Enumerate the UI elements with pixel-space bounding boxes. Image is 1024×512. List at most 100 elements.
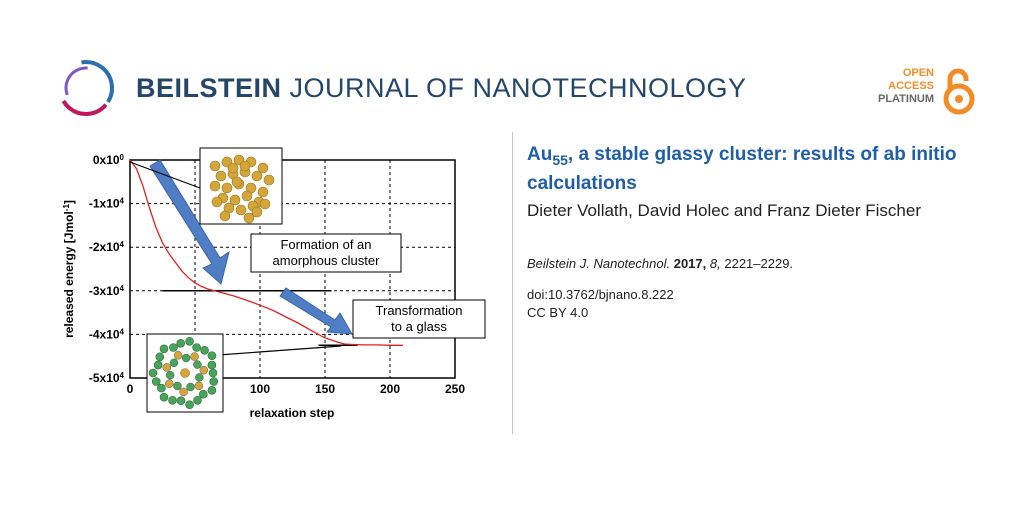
y-tick-label: -5x104 (89, 371, 125, 386)
green-atom (176, 396, 186, 406)
x-tick-label: 250 (445, 382, 465, 396)
green-atom (193, 395, 202, 405)
y-tick-label: -4x104 (89, 327, 125, 342)
journal-title[interactable]: BEILSTEIN JOURNAL OF NANOTECHNOLOGY (136, 73, 747, 104)
y-tick-labels: 0x100 -1x104 -2x104 -3x104 -4x104 -5x104 (89, 153, 125, 386)
oa-open-label: OPEN (902, 67, 934, 79)
inner-atom (199, 365, 209, 375)
y-tick-label: -2x104 (89, 240, 125, 255)
paper-license[interactable]: CC BY 4.0 (527, 305, 589, 320)
gold-atom (227, 162, 239, 174)
svg-text:Formation of an: Formation of an (280, 237, 371, 252)
green-atom (151, 377, 161, 386)
column-divider (512, 132, 513, 434)
journal-title-bold: BEILSTEIN (136, 73, 282, 103)
arrow-to-glass (279, 287, 353, 335)
paper-title-sub: 55 (552, 151, 568, 168)
x-tick-label: 200 (380, 382, 400, 396)
citation-year: 2017, (673, 256, 707, 271)
y-tick-label: -3x104 (89, 283, 125, 298)
inner-atom (173, 351, 183, 360)
green-atom (207, 360, 217, 370)
gold-atom (215, 170, 227, 182)
paper-title-main: Au (527, 144, 553, 165)
x-tick-label: 150 (315, 382, 335, 396)
gold-atom (251, 170, 263, 182)
green-atom (176, 339, 185, 348)
green-atom (208, 368, 218, 378)
paper-citation: Beilstein J. Nanotechnol. 2017, 8, 2221–… (527, 256, 793, 271)
gold-atom (231, 176, 243, 188)
gold-atom (221, 182, 233, 194)
amorphous-cluster-inset (199, 147, 283, 225)
y-tick-label: -1x104 (89, 196, 125, 211)
green-atom (207, 351, 217, 360)
pointer-line-bottom (204, 345, 342, 357)
green-atom (148, 368, 158, 378)
paper-title-rest: , a stable glassy cluster: results of ab… (527, 144, 957, 194)
inner-atom (162, 363, 172, 372)
green-atom (169, 343, 178, 352)
green-atom (199, 389, 208, 399)
energy-curve (129, 159, 403, 346)
inner-atom (165, 370, 175, 380)
inner-atom (181, 353, 191, 363)
inner-atom (169, 358, 179, 368)
svg-text:to a glass: to a glass (391, 319, 447, 334)
annotation-box-amorphous: Formation of an amorphous cluster (250, 233, 402, 273)
glass-cluster-inset (146, 333, 224, 413)
green-atom (200, 346, 209, 355)
reference-lines (162, 290, 358, 347)
inner-atom (190, 352, 199, 361)
energy-relaxation-chart: 0x100-1x104-2x104-3x104-4x104-5x104 0501… (62, 147, 486, 420)
inner-atom (179, 387, 188, 397)
citation-journal: Beilstein J. Nanotechnol. (527, 256, 671, 271)
gold-atom (209, 180, 221, 192)
gold-atom (263, 174, 275, 186)
gold-atom (209, 160, 221, 172)
green-atom (155, 352, 165, 362)
paper-authors: Dieter Vollath, David Holec and Franz Di… (527, 201, 921, 220)
pointer-line-top (129, 161, 201, 189)
green-atom (207, 386, 217, 395)
graphical-abstract-figure: 0x100-1x104-2x104-3x104-4x104-5x104 0501… (55, 138, 505, 438)
green-atom (209, 377, 219, 386)
citation-volume: 8, (709, 256, 721, 271)
inner-atom (165, 379, 174, 388)
inner-atom (195, 373, 204, 382)
gold-atom (257, 186, 269, 198)
gold-atom (243, 212, 255, 224)
gold-atom (235, 204, 247, 216)
gold-atom (259, 198, 271, 210)
oa-platinum-label: PLATINUM (877, 93, 934, 105)
plot-frame (129, 159, 456, 379)
beilstein-logo-icon (58, 60, 114, 116)
green-atom (157, 383, 166, 393)
paper-doi[interactable]: doi:10.3762/bjnano.8.222 (527, 287, 674, 302)
gold-atom (211, 196, 223, 208)
inner-atom (194, 381, 204, 391)
annotation-box-glass: Transformation to a glass (352, 299, 486, 339)
green-atom (159, 392, 169, 402)
y-axis-label: released energy [Jmol-1] (62, 200, 77, 338)
gold-atom (257, 162, 269, 174)
green-atom (185, 400, 194, 410)
journal-header: BEILSTEIN JOURNAL OF NANOTECHNOLOGY OPEN… (0, 0, 1024, 130)
x-tick-label: 0 (127, 382, 134, 396)
gold-atom (241, 190, 253, 202)
inner-atom (193, 360, 202, 369)
open-lock-icon (943, 68, 975, 115)
x-axis-label: relaxation step (250, 406, 335, 420)
oa-access-label: ACCESS (888, 80, 934, 92)
paper-title[interactable]: Au55, a stable glassy cluster: results o… (527, 143, 997, 195)
green-atom (185, 337, 194, 346)
inner-atom (186, 382, 195, 392)
gold-atom (251, 206, 263, 218)
journal-title-rest: JOURNAL OF NANOTECHNOLOGY (281, 73, 747, 103)
open-access-badge: OPEN ACCESS PLATINUM (860, 67, 980, 117)
green-atom (168, 395, 177, 405)
svg-text:Transformation: Transformation (376, 303, 463, 318)
green-atom (153, 360, 163, 370)
center-atom (180, 368, 190, 378)
x-tick-label: 100 (250, 382, 270, 396)
